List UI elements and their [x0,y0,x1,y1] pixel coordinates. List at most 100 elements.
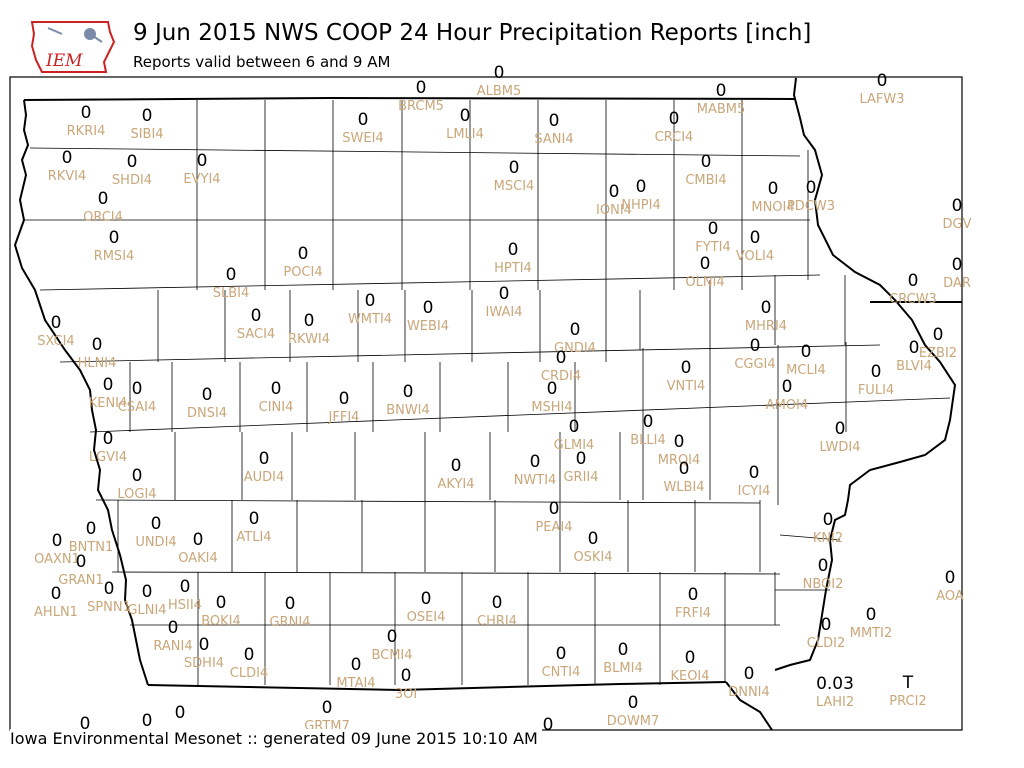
station-id-label: BLVI4 [896,359,932,374]
precip-value: 0 [749,463,760,483]
precip-value: 0 [98,189,109,209]
station-id-label: SLBI4 [213,286,250,301]
iowa-north-border [23,96,797,101]
precip-value: 0 [628,693,639,713]
station-id-label: WEBI4 [407,319,449,334]
station-id-label: RKVI4 [48,169,87,184]
station-id-label: BLMI4 [603,661,642,676]
precip-value: 0 [202,385,213,405]
station-id-label: ICYI4 [738,484,771,499]
station-id-label: POCI4 [283,265,322,280]
station-id-label: JFFI4 [328,410,360,425]
station-id-label: SPNN1 [87,600,131,615]
precip-value: 0 [801,342,812,362]
precip-value: 0 [339,389,350,409]
station-id-label: CRCI4 [655,130,694,145]
station-id-label: SHDI4 [112,173,152,188]
precip-value: 0 [351,655,362,675]
station-id-label: MSCI4 [494,179,535,194]
precip-value: 0 [576,449,587,469]
precip-value: 0 [80,714,91,734]
iowa-south-border [147,681,727,692]
county-line [59,344,881,363]
station-id-label: KENI4 [89,396,128,411]
station-id-label: GRNI4 [270,615,311,630]
precip-value: 0 [750,336,761,356]
precip-value: 0 [199,635,210,655]
station-id-label: MMTI2 [850,626,892,641]
station-id-label: SWEI4 [342,131,383,146]
station-id-label: PDCW3 [787,199,835,214]
station-id-label: MNOI4 [751,200,794,215]
precip-value: 0 [643,412,654,432]
precip-value: 0 [530,452,541,472]
precip-value: 0 [543,715,554,735]
station-id-label: CMBI4 [685,173,726,188]
station-id-label: GLMI4 [554,438,595,453]
precip-value: 0 [142,582,153,602]
precip-value: 0 [76,552,87,572]
station-id-label: BLLI4 [630,433,666,448]
precip-value: 0 [451,456,462,476]
county-line [95,499,761,504]
station-id-label: SACI4 [237,327,275,342]
precip-value: 0 [570,320,581,340]
precip-value: 0 [259,449,270,469]
precip-value: 0 [416,78,427,98]
logo-text: IEM [45,51,83,71]
precip-value: 0 [549,111,560,131]
page-title: 9 Jun 2015 NWS COOP 24 Hour Precipitatio… [133,20,812,46]
precip-value: 0 [716,81,727,101]
precip-value: 0 [952,255,963,275]
precip-value: 0 [86,519,97,539]
precip-value: 0 [952,196,963,216]
station-id-label: HLNI4 [78,356,117,371]
station-id-label: BNWI4 [386,403,430,418]
station-id-label: DNSI4 [187,406,227,421]
precip-value: 0 [679,459,690,479]
precip-value: 0 [636,177,647,197]
precip-value: 0 [609,182,620,202]
station-id-label: AMOI4 [766,398,808,413]
station-id-label: PRCI2 [889,694,926,709]
station-id-label: CNTI4 [542,665,581,680]
precip-value: 0 [818,556,829,576]
station-id-label: CRDI4 [541,369,581,384]
station-id-label: AOA [936,589,964,604]
page-subtitle: Reports valid between 6 and 9 AM [133,53,391,71]
station-id-label: FRFI4 [675,606,711,621]
station-id-label: GLNI4 [127,603,166,618]
station-id-label: RMSI4 [94,249,135,264]
precip-value: 0 [304,311,315,331]
precip-value: 0 [142,711,153,731]
